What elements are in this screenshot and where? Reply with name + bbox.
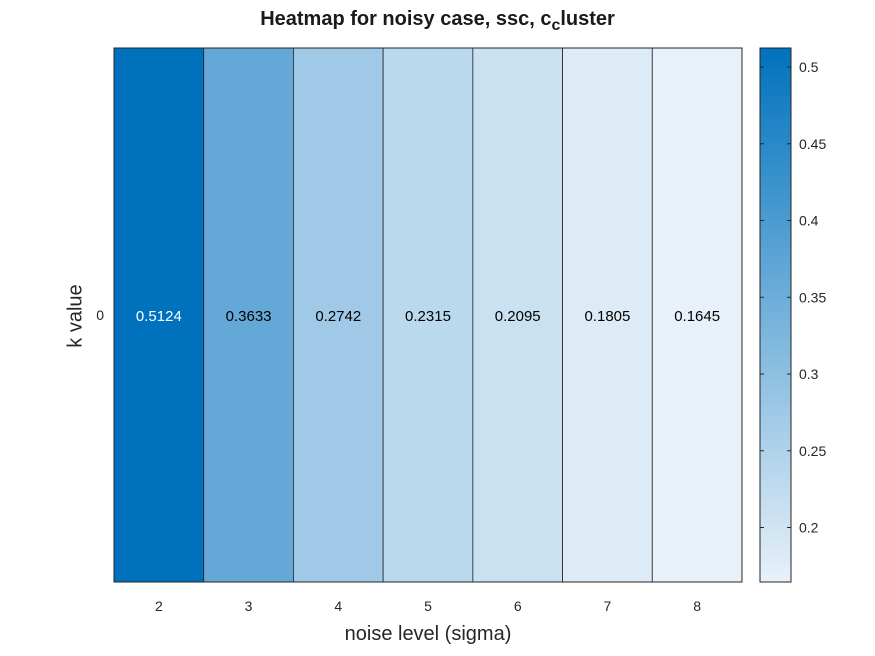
x-tick-labels: 2 3 4 5 6 7 8 (155, 598, 701, 614)
cell-value-label: 0.1805 (584, 308, 630, 325)
heatmap-cell (382, 47, 474, 583)
colorbar (759, 47, 792, 583)
colorbar-tick-label: 0.45 (799, 136, 826, 152)
cell-value-label: 0.2315 (405, 308, 451, 325)
x-tick-label: 3 (245, 598, 253, 614)
colorbar-tick-label: 0.35 (799, 289, 826, 305)
heatmap-cell (203, 47, 294, 583)
chart-title: Heatmap for noisy case, ssc, ccluster (260, 8, 615, 34)
y-axis-label: k value (64, 284, 87, 348)
colorbar-ticks: 0.2 0.25 0.3 0.35 0.4 0.45 0.5 (760, 59, 826, 536)
colorbar-tick-label: 0.5 (799, 59, 819, 75)
cell-value-label: 0.2742 (315, 308, 361, 325)
x-tick-label: 6 (514, 598, 522, 614)
colorbar-tick-label: 0.25 (799, 443, 826, 459)
colorbar-tick-label: 0.3 (799, 366, 819, 382)
x-tick-label: 8 (693, 598, 701, 614)
y-tick-labels: 0 (96, 307, 104, 323)
cell-value-label: 0.5124 (136, 308, 182, 325)
x-tick-label: 5 (424, 598, 432, 614)
heatmap-cell (113, 47, 205, 583)
y-tick-label: 0 (96, 307, 104, 323)
colorbar-tick-label: 0.4 (799, 213, 819, 229)
colorbar-tick-label: 0.2 (799, 520, 819, 536)
heatmap-cell (651, 47, 743, 583)
cell-value-label: 0.1645 (674, 308, 720, 325)
heatmap-cell-labels: 0.5124 0.3633 0.2742 0.2315 0.2095 0.1805 0.16… (136, 308, 720, 325)
x-tick-label: 7 (604, 598, 612, 614)
title-subscript: c (551, 17, 561, 34)
cell-value-label: 0.3633 (226, 308, 272, 325)
x-tick-label: 2 (155, 598, 163, 614)
cell-value-label: 0.2095 (495, 308, 541, 325)
x-tick-label: 4 (334, 598, 342, 614)
heatmap-cell (293, 47, 384, 583)
heatmap-cells (113, 47, 743, 583)
x-axis-label: noise level (sigma) (344, 623, 512, 645)
plot-frame (113, 47, 743, 583)
